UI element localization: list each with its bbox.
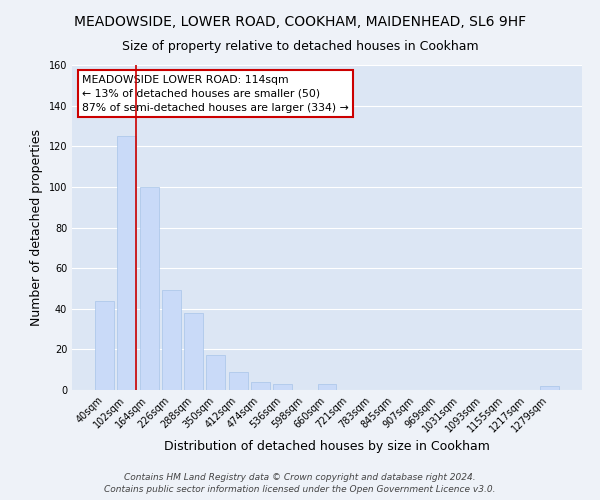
Bar: [118, 136, 136, 390]
Bar: [184, 313, 203, 390]
Text: Size of property relative to detached houses in Cookham: Size of property relative to detached ho…: [122, 40, 478, 53]
Bar: [140, 187, 158, 390]
Text: Contains HM Land Registry data © Crown copyright and database right 2024.
Contai: Contains HM Land Registry data © Crown c…: [104, 472, 496, 494]
X-axis label: Distribution of detached houses by size in Cookham: Distribution of detached houses by size …: [164, 440, 490, 452]
Bar: [162, 290, 181, 390]
Bar: [95, 300, 114, 390]
Bar: [540, 386, 559, 390]
Bar: [317, 384, 337, 390]
Text: MEADOWSIDE, LOWER ROAD, COOKHAM, MAIDENHEAD, SL6 9HF: MEADOWSIDE, LOWER ROAD, COOKHAM, MAIDENH…: [74, 15, 526, 29]
Bar: [206, 356, 225, 390]
Y-axis label: Number of detached properties: Number of detached properties: [30, 129, 43, 326]
Bar: [229, 372, 248, 390]
Text: MEADOWSIDE LOWER ROAD: 114sqm
← 13% of detached houses are smaller (50)
87% of s: MEADOWSIDE LOWER ROAD: 114sqm ← 13% of d…: [82, 74, 349, 113]
Bar: [273, 384, 292, 390]
Bar: [251, 382, 270, 390]
